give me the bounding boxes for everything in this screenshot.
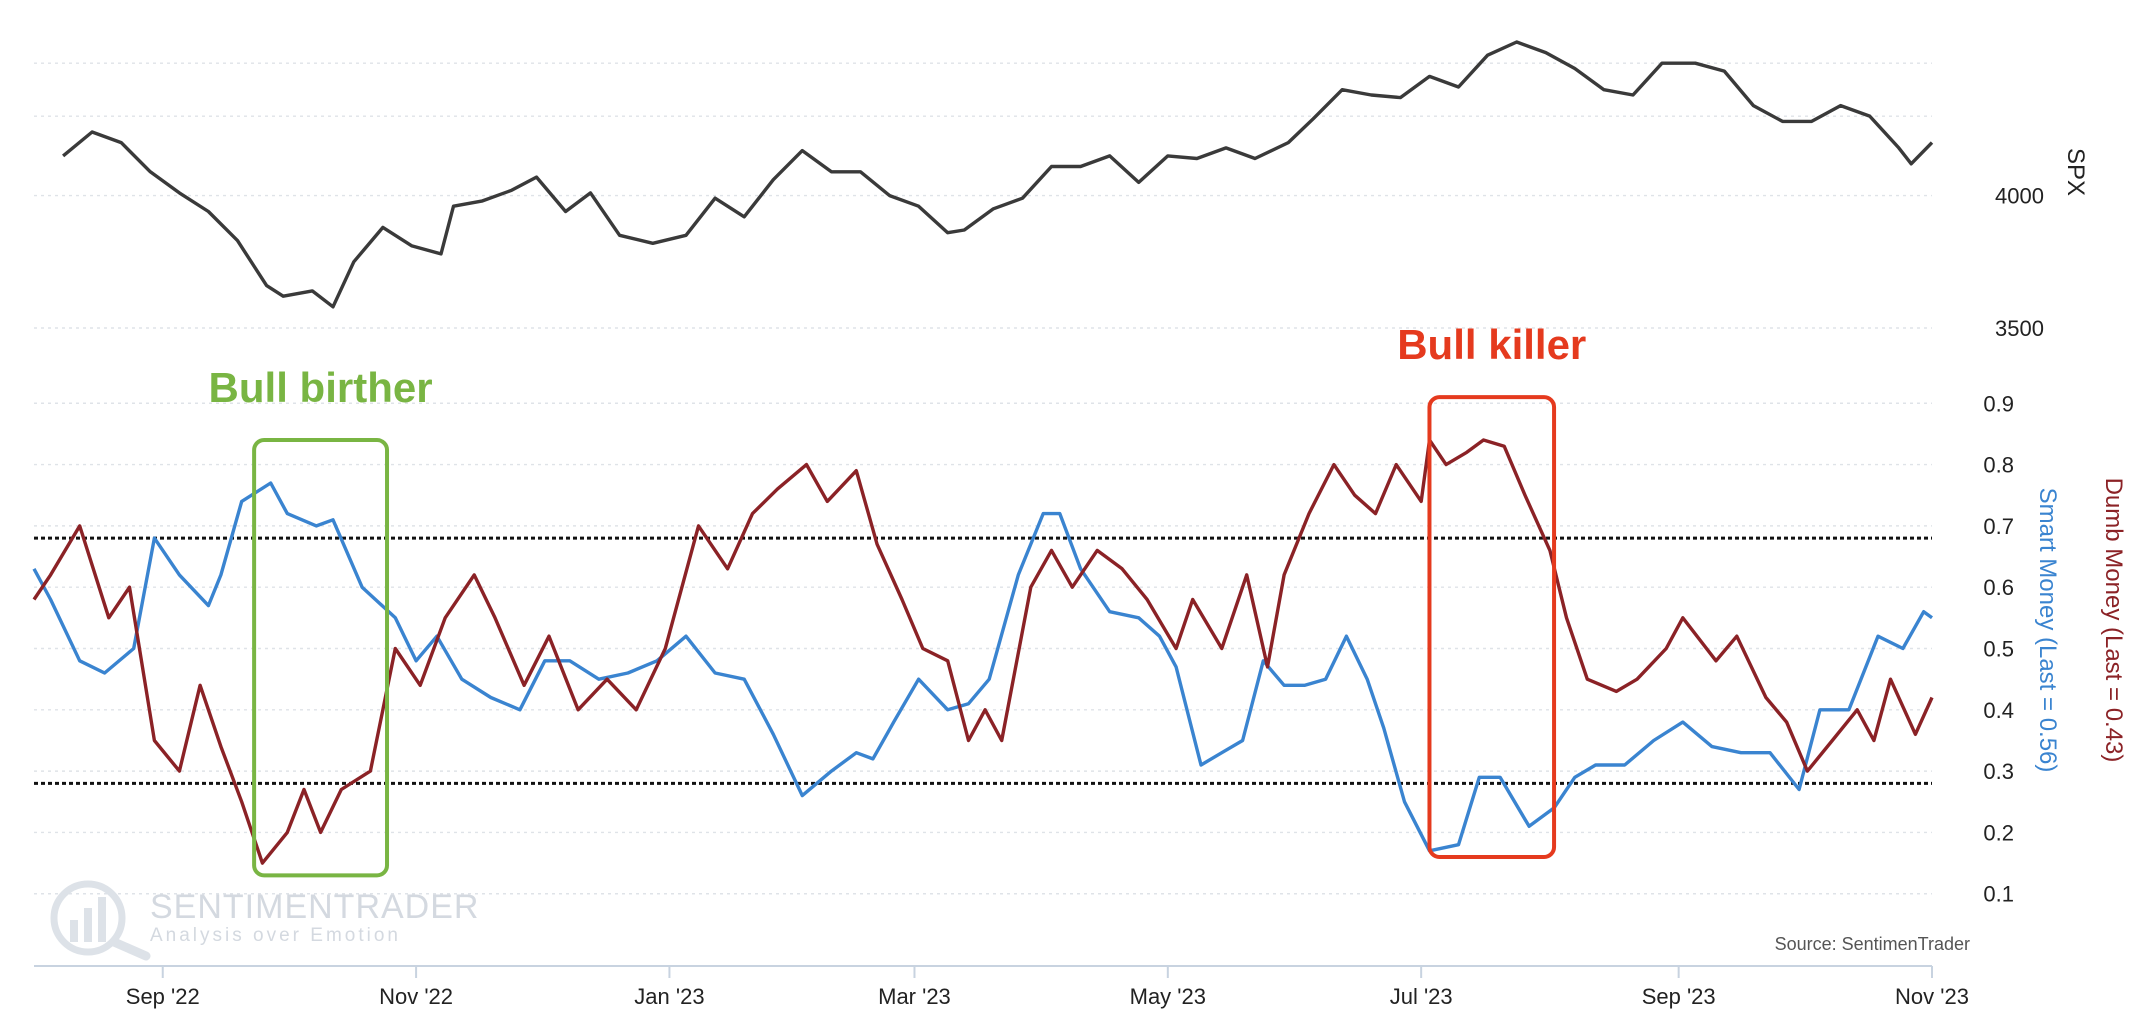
watermark-bar-icon bbox=[84, 908, 92, 942]
bull-birther-label: Bull birther bbox=[209, 364, 433, 411]
spx-axis-title: SPX bbox=[2062, 148, 2089, 196]
smart-money-line bbox=[32, 481, 1934, 853]
x-tick-label: Jul '23 bbox=[1390, 984, 1453, 1009]
x-tick-label: Nov '23 bbox=[1895, 984, 1969, 1009]
x-tick-label: Sep '23 bbox=[1642, 984, 1716, 1009]
watermark-bar-icon bbox=[70, 920, 78, 942]
x-tick-label: Mar '23 bbox=[878, 984, 951, 1009]
sentiment-tick-label: 0.8 bbox=[1983, 453, 2014, 478]
watermark: SENTIMENTRADER Analysis over Emotion bbox=[50, 880, 479, 961]
dumb-money-line bbox=[32, 438, 1934, 865]
watermark-subtitle: Analysis over Emotion bbox=[150, 925, 401, 946]
spx-tick-label: 3500 bbox=[1995, 316, 2044, 341]
sentiment-tick-label: 0.2 bbox=[1983, 820, 2014, 845]
smart-money-axis-title: Smart Money (Last = 0.56) bbox=[2034, 488, 2061, 773]
x-tick-label: Sep '22 bbox=[126, 984, 200, 1009]
x-tick-label: May '23 bbox=[1130, 984, 1206, 1009]
spx-tick-label: 4000 bbox=[1995, 184, 2044, 209]
axis-layer: 3500 4000 0.1 0.2 0.3 0.4 0.5 0.6 0.7 0.8 0.9 Sep '… bbox=[34, 184, 2044, 1009]
sentiment-tick-label: 0.3 bbox=[1983, 759, 2014, 784]
watermark-bar-icon bbox=[98, 897, 106, 942]
source-credit: Source: SentimenTrader bbox=[1775, 934, 1970, 954]
watermark-lens-icon bbox=[50, 880, 126, 956]
sentiment-tick-label: 0.7 bbox=[1983, 514, 2014, 539]
watermark-handle-icon bbox=[109, 937, 151, 961]
spx-line bbox=[62, 40, 1934, 309]
sentiment-tick-label: 0.4 bbox=[1983, 698, 2014, 723]
sentiment-tick-label: 0.6 bbox=[1983, 575, 2014, 600]
x-tick-label: Jan '23 bbox=[634, 984, 704, 1009]
grid-layer bbox=[34, 62, 1932, 895]
bull-birther-box bbox=[252, 438, 390, 878]
bull-killer-box bbox=[1427, 395, 1557, 859]
sentiment-tick-label: 0.5 bbox=[1983, 637, 2014, 662]
x-tick-label: Nov '22 bbox=[379, 984, 453, 1009]
annotation-layer: Bull birther Bull killer bbox=[209, 321, 1586, 878]
series-layer bbox=[32, 40, 1934, 865]
watermark-title: SENTIMENTRADER bbox=[150, 888, 479, 926]
bull-killer-label: Bull killer bbox=[1397, 321, 1586, 368]
sentiment-tick-label: 0.9 bbox=[1983, 391, 2014, 416]
dumb-money-axis-title: Dumb Money (Last = 0.43) bbox=[2100, 478, 2127, 763]
sentiment-tick-label: 0.1 bbox=[1983, 882, 2014, 907]
